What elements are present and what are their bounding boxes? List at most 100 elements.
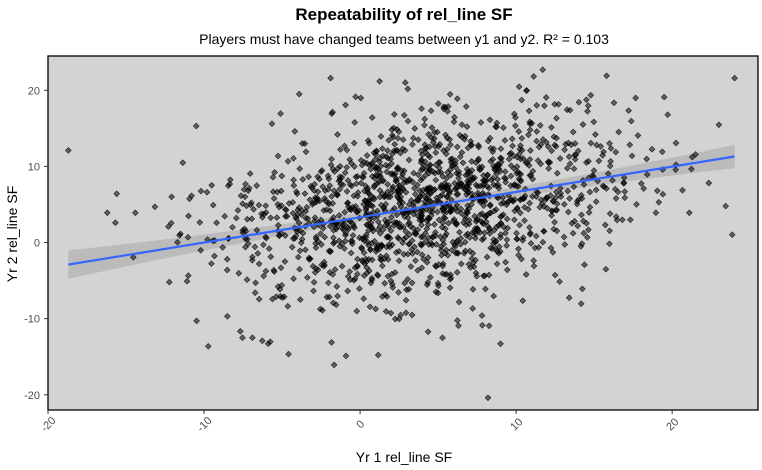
data-point (533, 137, 540, 145)
data-point (467, 138, 475, 145)
x-tick-label: 0 (354, 418, 367, 431)
data-point (688, 165, 695, 173)
data-point (411, 229, 419, 236)
data-point (530, 73, 538, 80)
data-point (335, 177, 343, 185)
data-point (587, 139, 595, 147)
data-point (569, 128, 577, 136)
data-point (443, 174, 451, 182)
data-point (334, 165, 342, 172)
data-point (418, 216, 426, 224)
data-point (296, 265, 303, 273)
data-point (434, 289, 442, 297)
data-point (296, 247, 304, 255)
data-point (324, 172, 332, 180)
data-point (566, 106, 574, 114)
data-point (526, 126, 534, 134)
chart-title: Repeatability of rel_line SF (295, 5, 512, 24)
data-point (637, 180, 645, 187)
data-point (453, 269, 461, 276)
data-point (548, 124, 555, 131)
data-point (621, 194, 629, 202)
data-point (349, 232, 357, 239)
data-point (533, 102, 541, 109)
data-point (516, 209, 524, 217)
data-point (410, 169, 418, 177)
data-point (553, 200, 561, 208)
data-point (469, 250, 477, 257)
data-point (353, 263, 361, 270)
data-point (374, 218, 382, 226)
data-point (423, 225, 431, 233)
data-point (357, 94, 365, 102)
data-point (423, 281, 431, 289)
data-point (469, 229, 476, 236)
data-point (431, 221, 438, 228)
data-point (339, 181, 347, 189)
data-point (467, 264, 474, 271)
data-point (248, 215, 256, 223)
data-point (467, 141, 475, 148)
data-point (541, 102, 548, 110)
data-point (262, 202, 270, 210)
data-point (493, 170, 500, 178)
data-point (563, 164, 571, 172)
data-point (529, 193, 536, 200)
data-point (543, 194, 550, 202)
data-point (294, 253, 302, 261)
data-point (497, 158, 505, 166)
data-point (479, 321, 486, 329)
data-point (548, 207, 556, 215)
data-point (278, 294, 286, 301)
data-point (387, 227, 395, 235)
data-point (606, 227, 613, 235)
data-point (516, 196, 524, 204)
data-point (344, 224, 352, 231)
data-point (497, 219, 505, 227)
data-point (374, 351, 382, 359)
data-point (290, 176, 297, 184)
data-point (252, 279, 259, 287)
data-point (405, 156, 413, 164)
data-point (285, 350, 292, 358)
data-point (317, 168, 325, 175)
data-point (270, 268, 278, 275)
data-point (627, 117, 635, 125)
data-point (552, 193, 560, 201)
data-point (536, 203, 544, 211)
data-point (395, 182, 403, 189)
data-point (533, 128, 541, 135)
data-point (353, 208, 361, 216)
data-point (193, 317, 200, 325)
data-point (643, 171, 651, 178)
data-point (579, 121, 587, 128)
data-point (358, 235, 366, 243)
data-point (527, 240, 535, 247)
data-point (281, 258, 289, 265)
data-point (519, 237, 527, 244)
data-point (472, 269, 480, 277)
data-point (446, 190, 453, 197)
data-point (370, 214, 378, 222)
data-point (132, 209, 139, 217)
data-point (480, 234, 488, 242)
data-point (425, 131, 432, 138)
data-point (167, 219, 175, 227)
data-point (285, 200, 293, 207)
data-point (434, 100, 442, 107)
data-point (325, 200, 333, 208)
data-point (527, 147, 534, 154)
data-point (312, 244, 320, 252)
data-point (573, 198, 581, 205)
data-point (196, 219, 204, 226)
data-point (518, 96, 526, 104)
data-point (317, 230, 324, 238)
data-point (560, 200, 568, 208)
data-point (526, 120, 534, 128)
data-point (411, 243, 418, 251)
data-point (378, 145, 386, 152)
data-point (497, 340, 504, 348)
data-point (335, 212, 343, 219)
data-point (549, 248, 557, 256)
data-point (492, 206, 500, 213)
